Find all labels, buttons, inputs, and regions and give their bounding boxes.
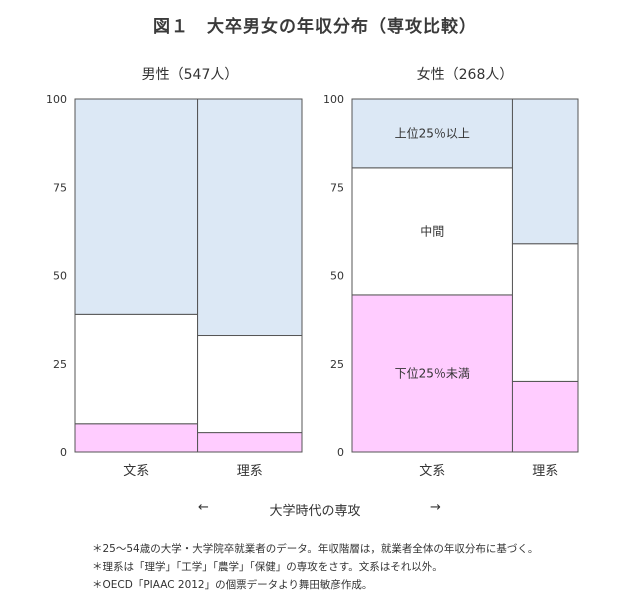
y-tick-label: 100 [323, 93, 344, 106]
y-tick-label: 0 [60, 446, 67, 459]
y-tick-label: 25 [53, 358, 67, 371]
footnote: ＊理系は「理学」「工学」「農学」「保健」の専攻をさす。文系はそれ以外。 [92, 561, 443, 573]
x-tick-label: 文系 [123, 464, 149, 479]
bar-segment [74, 313, 199, 425]
panel-title-female: 女性（268人） [416, 67, 514, 83]
bar-segment [74, 423, 199, 453]
x-tick-label: 理系 [237, 464, 263, 479]
bar-segment [197, 432, 303, 453]
y-tick-label: 50 [330, 270, 344, 283]
footnote: ＊OECD「PIAAC 2012」の個票データより舞田敏彦作成。 [92, 579, 373, 591]
footnotes: ＊25～54歳の大学・大学院卒就業者のデータ。年収階層は，就業者全体の年収分布に… [92, 540, 538, 594]
panel-title-male: 男性（547人） [141, 67, 239, 83]
y-tick-label: 75 [53, 181, 67, 194]
bar-segment [351, 98, 513, 169]
bar-segment [511, 380, 579, 453]
y-tick-label: 100 [46, 93, 67, 106]
data-label: 下位25％未満 [395, 365, 470, 380]
data-label: 上位25％以上 [395, 125, 470, 140]
bar-segment [511, 243, 579, 382]
arrow-left-icon: ← [198, 500, 209, 515]
arrow-right-icon: → [430, 500, 441, 515]
x-axis-title: 大学時代の専攻 [269, 504, 361, 519]
bar-segment [197, 98, 303, 337]
footnote: ＊25～54歳の大学・大学院卒就業者のデータ。年収階層は，就業者全体の年収分布に… [92, 543, 539, 555]
y-tick-label: 25 [330, 358, 344, 371]
bar-segment [511, 98, 579, 245]
bar-segment [74, 98, 199, 315]
y-tick-label: 0 [337, 446, 344, 459]
x-tick-label: 文系 [419, 464, 445, 479]
y-tick-label: 50 [53, 270, 67, 283]
y-tick-label: 75 [330, 181, 344, 194]
data-label: 中間 [420, 223, 444, 238]
x-tick-label: 理系 [532, 464, 558, 479]
figure-title: 図１ 大卒男女の年収分布（専攻比較） [153, 17, 477, 37]
x-axis-caption: ← 大学時代の専攻 → [0, 500, 630, 520]
bar-segment [351, 167, 513, 296]
bar-segment [197, 335, 303, 434]
